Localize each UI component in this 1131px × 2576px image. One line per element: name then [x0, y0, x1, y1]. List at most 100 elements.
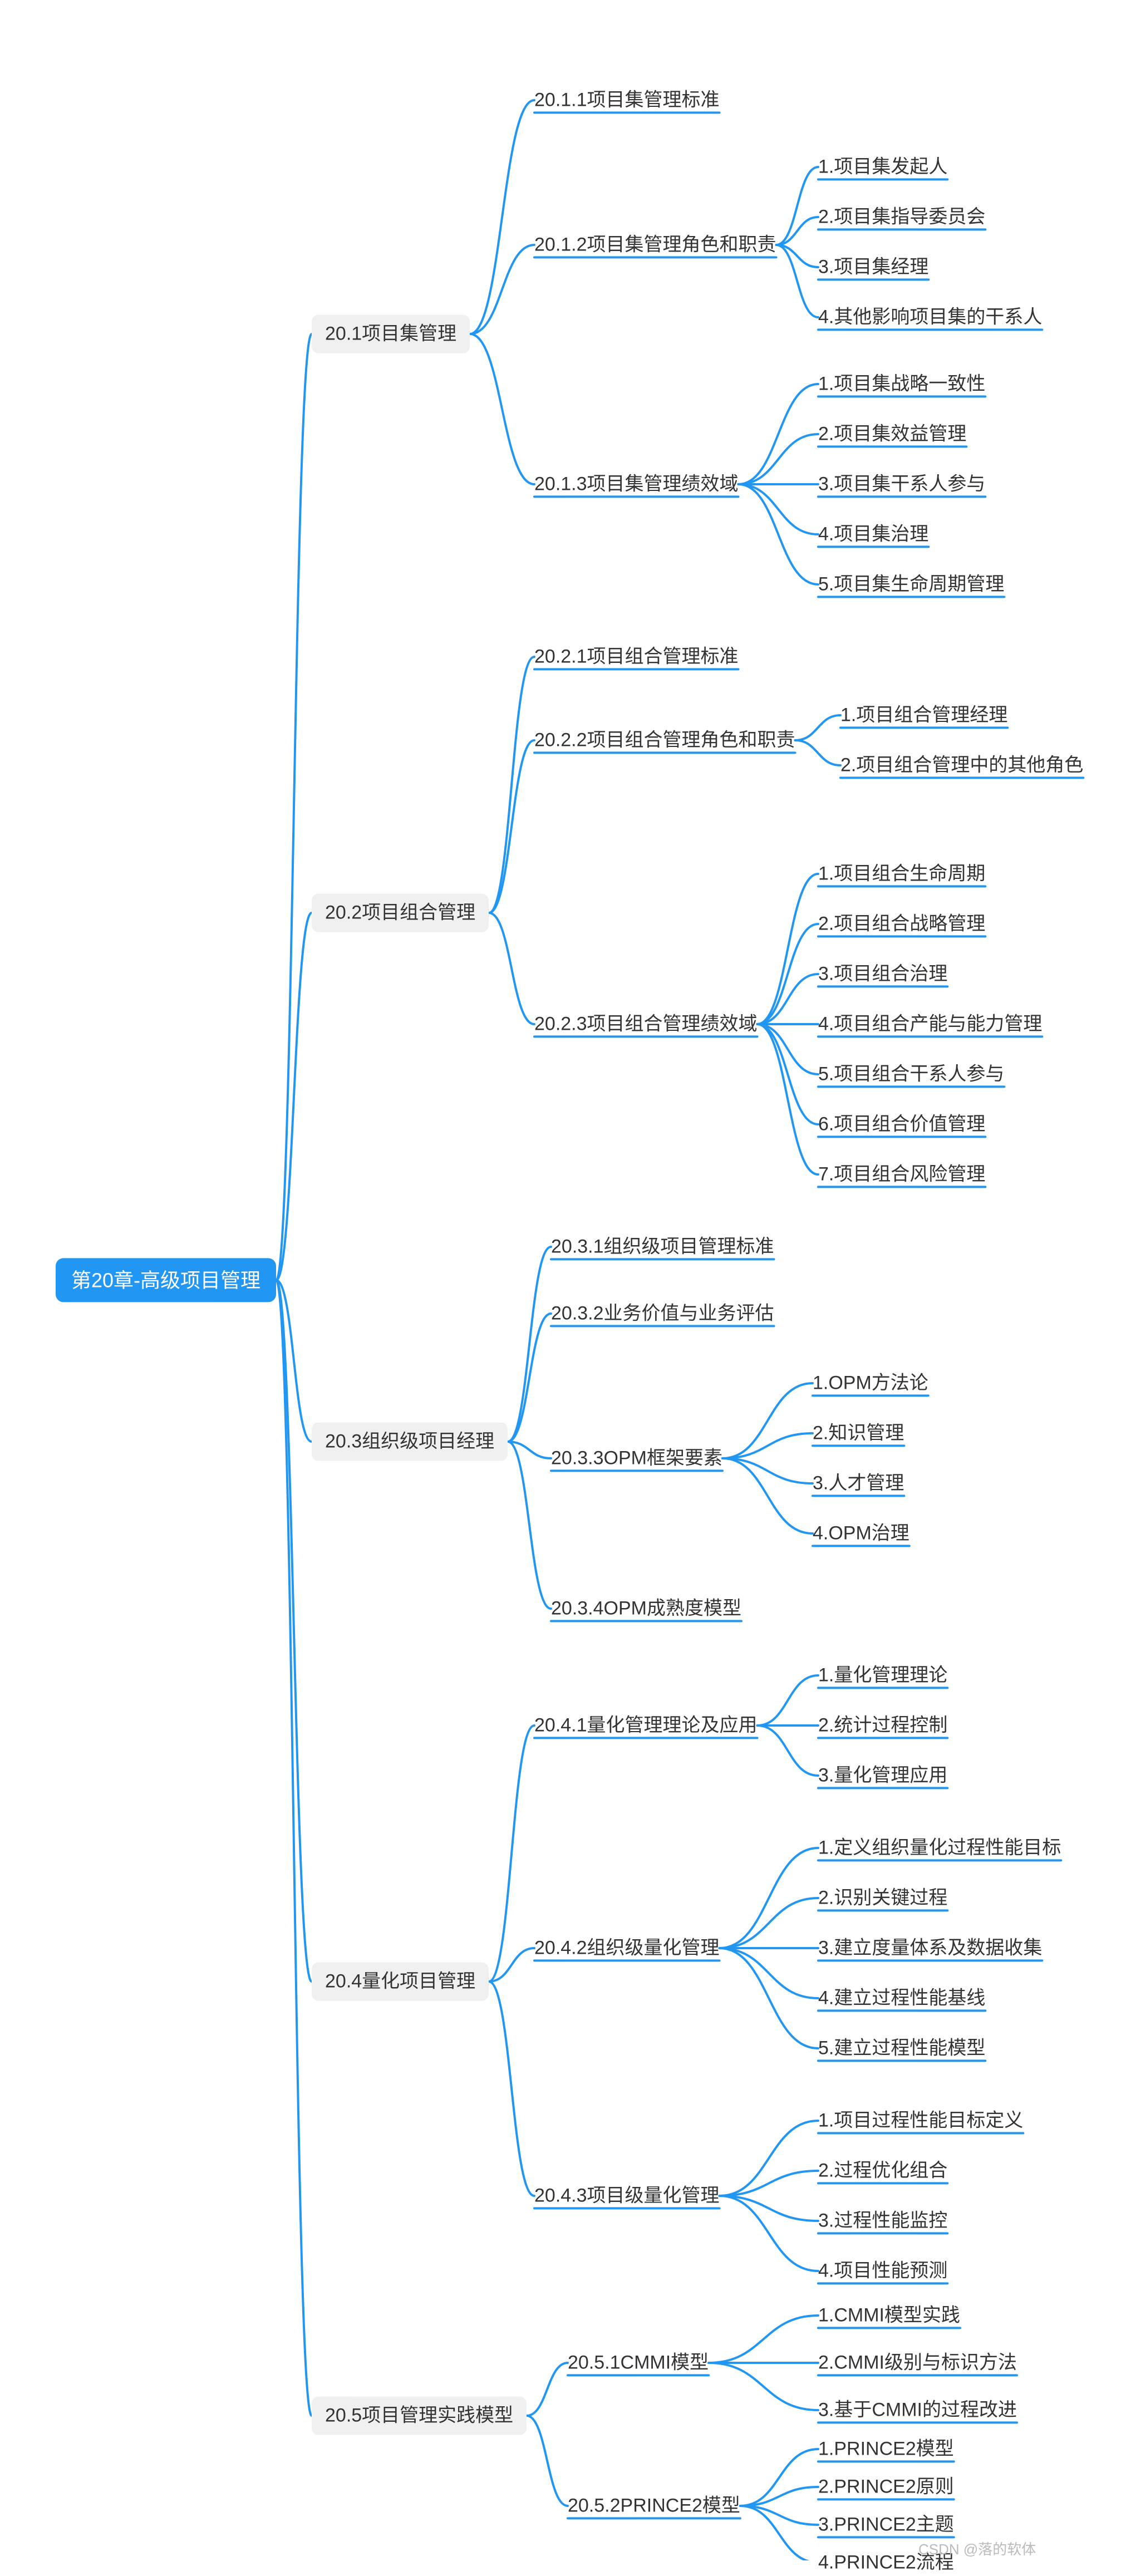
- edge-n1_2-n1_2_1: [776, 167, 818, 245]
- node-n2_3_1: 1.项目组合生命周期: [818, 861, 985, 888]
- edge-n3_3-n3_3_2: [722, 1433, 813, 1458]
- node-n3_3_3: 3.人才管理: [813, 1470, 904, 1497]
- edge-n3-n3_2: [508, 1314, 551, 1442]
- edge-n2_3-n2_3_7: [758, 1024, 818, 1174]
- node-n1_3_3: 3.项目集干系人参与: [818, 471, 985, 498]
- edge-n1-n1_2: [470, 245, 534, 334]
- edge-root-n4: [276, 1280, 312, 1982]
- node-n2_2_2: 2.项目组合管理中的其他角色: [840, 752, 1083, 779]
- edge-n4-n4_1: [489, 1725, 534, 1982]
- node-n3: 20.3组织级项目经理: [312, 1423, 508, 1461]
- edge-n2_2-n2_2_1: [795, 715, 840, 740]
- node-n1_2_4: 4.其他影响项目集的干系人: [818, 304, 1042, 331]
- node-n4_2_2: 2.识别关键过程: [818, 1885, 947, 1912]
- node-n1_3_2: 2.项目集效益管理: [818, 421, 966, 448]
- node-n1_3: 20.1.3项目集管理绩效域: [534, 471, 739, 498]
- edge-n4_1-n4_1_3: [758, 1725, 818, 1776]
- node-n4_1_1: 1.量化管理理论: [818, 1662, 947, 1689]
- node-n4_2_1: 1.定义组织量化过程性能目标: [818, 1835, 1061, 1862]
- edge-n5_1-n5_1_1: [709, 2316, 818, 2363]
- edge-n3_3-n3_3_1: [722, 1383, 813, 1458]
- node-n4_3_4: 4.项目性能预测: [818, 2258, 947, 2285]
- node-n5_2_3: 3.PRINCE2主题: [818, 2511, 954, 2539]
- node-n2_1: 20.2.1项目组合管理标准: [534, 643, 739, 671]
- edge-n1_3-n1_3_1: [739, 384, 818, 484]
- edge-n4-n4_2: [489, 1948, 534, 1982]
- mindmap-canvas: 第20章-高级项目管理20.1项目集管理20.1.1项目集管理标准20.1.2项…: [0, 0, 1131, 2560]
- node-n2_2: 20.2.2项目组合管理角色和职责: [534, 727, 795, 754]
- node-n1_2_2: 2.项目集指导委员会: [818, 204, 985, 231]
- node-n4_3_2: 2.过程优化组合: [818, 2157, 947, 2185]
- edge-n2-n2_3: [489, 913, 534, 1024]
- edge-root-n2: [276, 913, 312, 1280]
- node-n5: 20.5项目管理实践模型: [312, 2397, 527, 2435]
- edge-n4_3-n4_3_2: [720, 2171, 818, 2196]
- node-n5_2: 20.5.2PRINCE2模型: [568, 2493, 740, 2520]
- edge-n5-n5_1: [527, 2363, 568, 2416]
- node-n5_2_1: 1.PRINCE2模型: [818, 2436, 954, 2463]
- edge-n1_2-n1_2_2: [776, 217, 818, 245]
- edge-n1_3-n1_3_4: [739, 484, 818, 534]
- node-n5_1_2: 2.CMMI级别与标识方法: [818, 2349, 1017, 2377]
- node-n2_3_7: 7.项目组合风险管理: [818, 1161, 985, 1188]
- edge-n4-n4_3: [489, 1982, 534, 2196]
- edge-n4_3-n4_3_4: [720, 2196, 818, 2271]
- edge-n2_3-n2_3_5: [758, 1024, 818, 1074]
- node-n3_3_2: 2.知识管理: [813, 1420, 904, 1447]
- edge-n2-n2_1: [489, 657, 534, 913]
- node-n3_3: 20.3.3OPM框架要素: [551, 1445, 722, 1472]
- node-n3_3_4: 4.OPM治理: [813, 1520, 909, 1547]
- edge-n4_2-n4_2_2: [720, 1898, 818, 1948]
- edge-n4_3-n4_3_1: [720, 2121, 818, 2196]
- node-n2_2_1: 1.项目组合管理经理: [840, 702, 1007, 729]
- node-n2_3_6: 6.项目组合价值管理: [818, 1111, 985, 1138]
- node-n1_2_1: 1.项目集发起人: [818, 154, 947, 181]
- edge-n5_2-n5_2_2: [740, 2487, 818, 2506]
- edge-root-n3: [276, 1280, 312, 1442]
- node-n1_3_4: 4.项目集治理: [818, 521, 928, 548]
- edge-n1_3-n1_3_5: [739, 484, 818, 584]
- node-n4_2_5: 5.建立过程性能模型: [818, 2035, 985, 2062]
- node-n4_1: 20.4.1量化管理理论及应用: [534, 1712, 758, 1739]
- node-n4_3_1: 1.项目过程性能目标定义: [818, 2107, 1023, 2135]
- watermark-1: CSDN @落的软体: [918, 2538, 1036, 2559]
- node-n1: 20.1项目集管理: [312, 315, 470, 353]
- node-n1_3_5: 5.项目集生命周期管理: [818, 571, 1004, 598]
- node-n2_3_4: 4.项目组合产能与能力管理: [818, 1011, 1042, 1038]
- node-n5_2_2: 2.PRINCE2原则: [818, 2474, 954, 2501]
- edge-n2_3-n2_3_6: [758, 1024, 818, 1124]
- node-n1_1: 20.1.1项目集管理标准: [534, 87, 720, 114]
- edge-n3-n3_1: [508, 1247, 551, 1442]
- edge-n4_2-n4_2_1: [720, 1848, 818, 1948]
- edge-n3-n3_3: [508, 1442, 551, 1458]
- edge-n3-n3_4: [508, 1442, 551, 1609]
- edge-n2_3-n2_3_3: [758, 974, 818, 1024]
- edge-n5_2-n5_2_4: [740, 2506, 818, 2560]
- node-n4: 20.4量化项目管理: [312, 1963, 489, 2001]
- node-n1_2_3: 3.项目集经理: [818, 254, 928, 281]
- edge-n5-n5_2: [527, 2416, 568, 2506]
- edge-n4_2-n4_2_5: [720, 1948, 818, 2048]
- node-root: 第20章-高级项目管理: [56, 1258, 276, 1302]
- edge-n2_3-n2_3_2: [758, 924, 818, 1024]
- edge-n1_2-n1_2_3: [776, 245, 818, 267]
- node-n5_1_3: 3.基于CMMI的过程改进: [818, 2397, 1017, 2424]
- edge-n5_2-n5_2_1: [740, 2449, 818, 2506]
- node-n4_2_4: 4.建立过程性能基线: [818, 1985, 985, 2012]
- edge-n1-n1_3: [470, 334, 534, 484]
- node-n3_3_1: 1.OPM方法论: [813, 1370, 928, 1397]
- edge-root-n5: [276, 1280, 312, 2416]
- node-n2_3: 20.2.3项目组合管理绩效域: [534, 1011, 758, 1038]
- node-n4_3_3: 3.过程性能监控: [818, 2208, 947, 2235]
- edge-n3_3-n3_3_3: [722, 1458, 813, 1483]
- node-n4_1_3: 3.量化管理应用: [818, 1762, 947, 1790]
- node-n3_2: 20.3.2业务价值与业务评估: [551, 1300, 774, 1328]
- edge-n5_2-n5_2_3: [740, 2506, 818, 2525]
- edge-n1_3-n1_3_2: [739, 434, 818, 484]
- edge-n4_2-n4_2_4: [720, 1948, 818, 1998]
- edge-n3_3-n3_3_4: [722, 1458, 813, 1533]
- node-n3_4: 20.3.4OPM成熟度模型: [551, 1595, 741, 1623]
- node-n5_1_1: 1.CMMI模型实践: [818, 2302, 960, 2329]
- edge-n4_3-n4_3_3: [720, 2196, 818, 2221]
- edge-n5_1-n5_1_3: [709, 2363, 818, 2410]
